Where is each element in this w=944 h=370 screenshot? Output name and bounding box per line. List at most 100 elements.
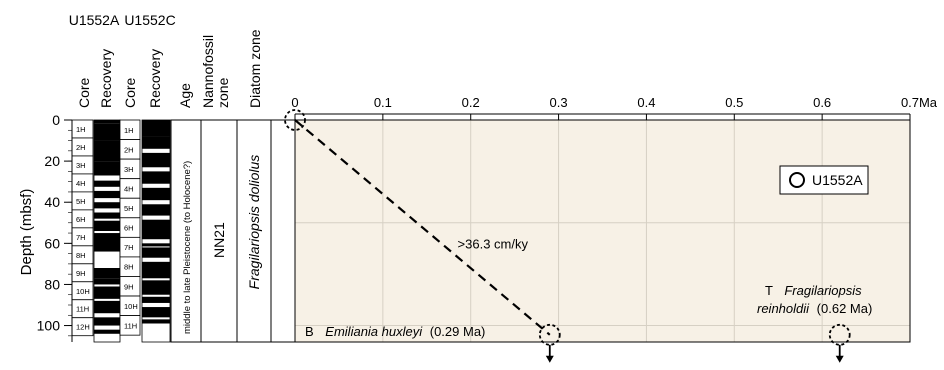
datum-t-taxon-line2: reinholdii bbox=[757, 301, 810, 316]
header-recovery-c: Recovery bbox=[147, 49, 163, 108]
recovery-a-segment bbox=[94, 268, 120, 279]
recovery-c-segment bbox=[142, 171, 170, 184]
core-a-label: 5H bbox=[76, 197, 86, 206]
x-tick-label: 0.6 bbox=[813, 95, 831, 110]
header-diatom-zone: Diatom zone bbox=[247, 29, 263, 108]
nannofossil-column bbox=[200, 119, 238, 343]
recovery-c-segment bbox=[142, 136, 170, 149]
x-tick-label: 0.4 bbox=[637, 95, 655, 110]
datum-marker-0 bbox=[284, 109, 306, 131]
core-c-cell bbox=[119, 315, 141, 336]
recovery-a-segment bbox=[94, 212, 120, 219]
y-tick-label: 80 bbox=[44, 276, 60, 292]
age-text: middle to late Pleistocene (to Holocene?… bbox=[182, 161, 193, 334]
recovery-c-segment bbox=[142, 247, 170, 258]
recovery-a-segment bbox=[94, 123, 120, 141]
datum-t-age: (0.62 Ma) bbox=[817, 301, 873, 316]
y-tick-label: 20 bbox=[44, 153, 60, 169]
core-c-label: 2H bbox=[124, 145, 134, 154]
core-a-label: 7H bbox=[76, 233, 86, 242]
recovery-a-segment bbox=[94, 329, 120, 334]
header-age: Age bbox=[177, 83, 193, 108]
datum-b-prefix: B bbox=[305, 324, 314, 339]
datum-b-taxon: Emiliania huxleyi bbox=[325, 324, 423, 339]
header-nannofossil-line1: Nannofossil bbox=[200, 35, 216, 108]
header-core-a: Core bbox=[76, 77, 92, 108]
y-axis-ticks: 0 20 40 60 80 100 bbox=[37, 112, 73, 342]
core-a-label: 1H bbox=[76, 125, 86, 134]
datum-t-label-line1: T Fragilariopsis bbox=[765, 283, 862, 298]
nannofossil-zone-label: NN21 bbox=[211, 222, 227, 258]
recovery-c-segment bbox=[142, 280, 170, 295]
grid-lines bbox=[295, 120, 910, 342]
legend-circle-icon bbox=[789, 172, 805, 188]
x-tick-label: 0.7 bbox=[901, 95, 919, 110]
datum-t-prefix: T bbox=[765, 283, 773, 298]
core-column-u1552a: 1H 2H 3H 4H 5H 6H 7H 8H 9H 10H 11H 12H bbox=[71, 119, 94, 337]
recovery-a-segment bbox=[94, 202, 120, 209]
datum-b-age: (0.29 Ma) bbox=[430, 324, 486, 339]
core-column-u1552c: 1H 2H 3H 4H 5H 6H 7H 8H 9H 10H 11H bbox=[119, 119, 141, 336]
diatom-zone-label: Fragilariopsis doliolus bbox=[246, 155, 262, 290]
header-core-c: Core bbox=[122, 77, 138, 108]
core-c-label: 3H bbox=[124, 165, 134, 174]
datum-marker-1 bbox=[538, 323, 561, 346]
sedimentation-rate-line bbox=[294, 119, 551, 336]
recovery-a-segment bbox=[94, 120, 120, 124]
core-a-label: 4H bbox=[76, 179, 86, 188]
recovery-a-segment bbox=[94, 286, 120, 299]
x-axis-ticks: 0 0.1 0.2 0.3 0.4 0.5 0.6 0.7 bbox=[291, 95, 919, 120]
recovery-a-segment bbox=[94, 161, 120, 176]
header-recovery-a: Recovery bbox=[98, 49, 114, 108]
core-a-label: 12H bbox=[76, 323, 90, 332]
age-column bbox=[170, 119, 202, 343]
datum-marker-2 bbox=[828, 323, 851, 346]
recovery-c-segment bbox=[142, 296, 170, 303]
core-a-label: 11H bbox=[76, 305, 89, 314]
plot-frame bbox=[270, 119, 911, 343]
y-tick-label: 0 bbox=[52, 112, 60, 128]
below-base-arrow-head-0 bbox=[545, 355, 554, 363]
legend-box bbox=[779, 165, 869, 195]
core-c-label: 6H bbox=[124, 224, 134, 233]
core-a-label: 9H bbox=[76, 269, 86, 278]
legend: U1552A bbox=[779, 165, 869, 195]
y-tick-label: 60 bbox=[44, 235, 60, 251]
core-a-label: 3H bbox=[76, 161, 86, 170]
core-a-label: 2H bbox=[76, 143, 86, 152]
core-c-label: 9H bbox=[124, 282, 134, 291]
core-c-label: 1H bbox=[124, 126, 134, 135]
datum-t-label-line2: reinholdii (0.62 Ma) bbox=[757, 301, 872, 316]
diatom-column bbox=[236, 119, 272, 343]
recovery-c-segment bbox=[142, 261, 170, 279]
site-label-u1552a: U1552A bbox=[69, 12, 120, 28]
recovery-c-segment bbox=[142, 307, 170, 318]
datum-t-taxon-line1: Fragilariopsis bbox=[784, 283, 862, 298]
x-unit-label: Ma bbox=[919, 95, 938, 110]
core-c-label: 10H bbox=[124, 302, 138, 311]
recovery-c-segment bbox=[142, 152, 170, 168]
core-c-label: 7H bbox=[124, 243, 134, 252]
below-base-arrow-head-1 bbox=[835, 355, 844, 363]
x-tick-label: 0.3 bbox=[550, 95, 568, 110]
recovery-a-segment bbox=[94, 220, 120, 231]
recovery-c-segment bbox=[142, 187, 170, 201]
y-tick-label: 40 bbox=[44, 194, 60, 210]
y-tick-label: 100 bbox=[37, 318, 61, 334]
recovery-c-segment bbox=[142, 120, 170, 137]
y-axis-label: Depth (mbsf) bbox=[18, 189, 35, 276]
sedimentation-rate-label: >36.3 cm/ky bbox=[458, 236, 529, 251]
recovery-c-segment bbox=[142, 219, 170, 240]
core-a-label: 6H bbox=[76, 215, 86, 224]
core-c-label: 4H bbox=[124, 184, 134, 193]
recovery-column-u1552a bbox=[93, 119, 121, 343]
recovery-a-segment bbox=[94, 317, 120, 326]
core-c-label: 5H bbox=[124, 204, 134, 213]
recovery-c-segment bbox=[142, 319, 170, 324]
recovery-a-segment bbox=[94, 233, 120, 252]
recovery-column-u1552c bbox=[141, 119, 171, 343]
x-tick-label: 0.1 bbox=[374, 95, 392, 110]
site-label-u1552c: U1552C bbox=[124, 12, 175, 28]
core-a-label: 8H bbox=[76, 251, 86, 260]
